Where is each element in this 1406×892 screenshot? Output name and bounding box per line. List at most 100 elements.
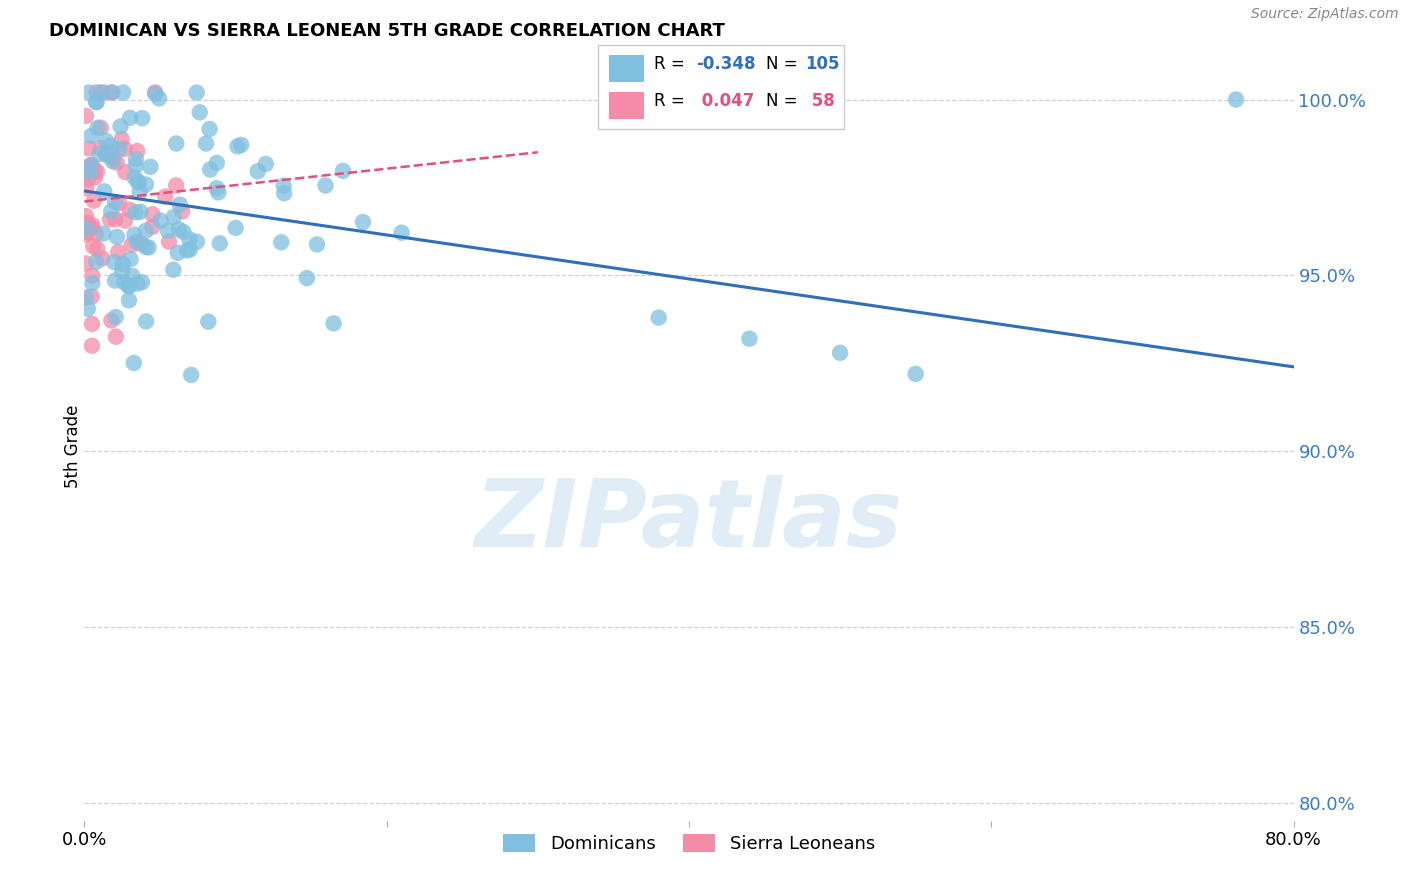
Text: 105: 105 <box>806 55 841 73</box>
Point <box>108 196 131 211</box>
Point <box>77 172 100 186</box>
Point <box>1225 93 1247 107</box>
Point <box>77 86 100 100</box>
Point <box>100 204 122 219</box>
Point <box>135 314 157 328</box>
Point <box>110 120 132 134</box>
Point <box>186 86 208 100</box>
Point <box>315 178 337 193</box>
Point <box>108 142 131 156</box>
Text: -0.348: -0.348 <box>696 55 755 73</box>
Point <box>904 367 927 381</box>
Point <box>200 162 222 177</box>
Point <box>84 254 107 268</box>
Point <box>75 222 97 236</box>
Point <box>830 345 852 359</box>
Point <box>82 239 104 253</box>
Point <box>93 227 115 241</box>
Point <box>104 274 127 288</box>
Point <box>84 164 107 178</box>
Point <box>273 186 295 201</box>
Point <box>111 132 134 146</box>
Point <box>143 87 166 101</box>
Point <box>75 291 97 305</box>
Point <box>127 144 149 158</box>
Point <box>135 224 157 238</box>
Point <box>121 238 143 252</box>
Point <box>131 111 153 125</box>
Point <box>75 181 97 195</box>
Point <box>107 245 129 260</box>
Text: DOMINICAN VS SIERRA LEONEAN 5TH GRADE CORRELATION CHART: DOMINICAN VS SIERRA LEONEAN 5TH GRADE CO… <box>49 22 725 40</box>
Point <box>165 136 187 151</box>
Point <box>84 227 107 241</box>
Legend: Dominicans, Sierra Leoneans: Dominicans, Sierra Leoneans <box>496 827 882 860</box>
Point <box>93 184 115 198</box>
Point <box>84 95 107 109</box>
Point <box>96 148 118 162</box>
Point <box>332 164 354 178</box>
Text: Source: ZipAtlas.com: Source: ZipAtlas.com <box>1251 7 1399 21</box>
Point <box>100 86 122 100</box>
Point <box>82 218 104 232</box>
Point <box>295 271 318 285</box>
Point <box>128 185 150 199</box>
Point <box>121 268 143 283</box>
Point <box>205 181 228 195</box>
Point <box>80 221 103 235</box>
Point <box>148 91 170 105</box>
Point <box>82 268 104 283</box>
Point <box>127 277 149 291</box>
Point <box>90 141 112 155</box>
Point <box>76 216 98 230</box>
Point <box>155 189 177 203</box>
Point <box>165 178 187 193</box>
Point <box>103 255 125 269</box>
Point <box>138 240 160 254</box>
Point <box>127 175 149 189</box>
Point <box>305 237 328 252</box>
Point <box>135 178 157 192</box>
Point <box>225 220 247 235</box>
Point <box>112 86 135 100</box>
Point <box>89 147 111 161</box>
Point <box>125 153 148 167</box>
Point <box>79 158 101 172</box>
Point <box>197 315 219 329</box>
Point <box>156 224 179 238</box>
Point <box>270 235 292 250</box>
Point <box>180 368 202 382</box>
Point <box>101 154 124 169</box>
Point <box>143 86 166 100</box>
Point <box>80 289 103 303</box>
Point <box>75 109 97 123</box>
Point <box>118 202 141 217</box>
Point <box>86 164 108 178</box>
Point <box>104 329 127 343</box>
Text: R =: R = <box>654 92 690 110</box>
Point <box>80 159 103 173</box>
Point <box>94 146 117 161</box>
Point <box>231 137 253 152</box>
Point <box>104 212 127 227</box>
Point <box>104 194 127 209</box>
Point <box>166 245 188 260</box>
Point <box>179 232 201 246</box>
Point <box>391 226 413 240</box>
Point <box>75 225 97 239</box>
Point <box>131 275 153 289</box>
Point <box>163 210 186 224</box>
Point <box>80 158 103 172</box>
Point <box>139 160 162 174</box>
Text: R =: R = <box>654 55 690 73</box>
Point <box>118 111 141 125</box>
Point <box>157 235 180 249</box>
Point <box>207 186 229 200</box>
Point <box>91 252 114 266</box>
Point <box>273 178 295 193</box>
Text: N =: N = <box>766 92 803 110</box>
Point <box>117 278 139 293</box>
Point <box>149 213 172 227</box>
Point <box>179 243 201 257</box>
Point <box>82 277 104 291</box>
